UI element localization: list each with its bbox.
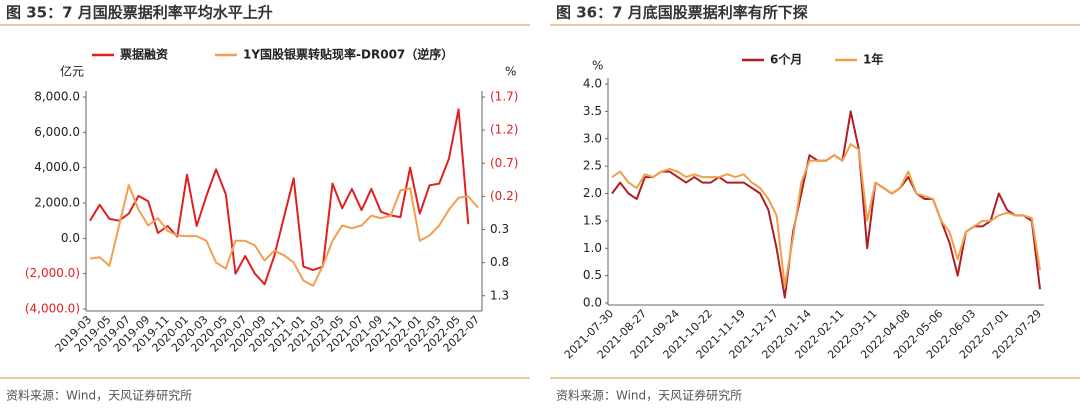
- legend-label: 6个月: [770, 52, 802, 67]
- y2-tick-label: (1.2): [490, 123, 518, 137]
- y2-tick-label: 0.3: [490, 222, 509, 236]
- y-tick-label: (2,000.0): [25, 266, 80, 280]
- source: 资料来源：Wind，天风证券研究所: [6, 388, 192, 403]
- y-tick-label: 2,000.0: [34, 196, 80, 210]
- series-line: [89, 108, 470, 286]
- y2-axis-label: %: [505, 65, 516, 79]
- y-tick-label: 1.0: [583, 241, 602, 255]
- y2-tick-label: (0.7): [490, 156, 518, 170]
- y-axis-label: %: [592, 59, 603, 73]
- y-tick-label: 2.5: [583, 159, 602, 173]
- y-tick-label: 4,000.0: [34, 160, 80, 174]
- y2-tick-label: (0.2): [490, 189, 518, 203]
- legend-label: 票据融资: [120, 47, 168, 62]
- chart-title: 图 35：7 月国股票据利率平均水平上升: [6, 4, 273, 22]
- y-tick-label: (4,000.0): [25, 302, 80, 316]
- y-tick-label: 0.0: [583, 296, 602, 310]
- source: 资料来源：Wind，天风证券研究所: [556, 388, 742, 403]
- y-tick-label: 1.5: [583, 213, 602, 227]
- legend-label: 1Y国股银票转贴现率-DR007（逆序）: [243, 47, 453, 62]
- y-tick-label: 8,000.0: [34, 90, 80, 104]
- y-tick-label: 3.0: [583, 131, 602, 145]
- series-line: [611, 143, 1041, 288]
- y-axis-label: 亿元: [60, 64, 84, 79]
- y-tick-label: 3.5: [583, 104, 602, 118]
- y-tick-label: 0.5: [583, 268, 602, 282]
- y-tick-label: 6,000.0: [34, 125, 80, 139]
- series-line: [89, 184, 479, 287]
- y-tick-label: 4.0: [583, 77, 602, 91]
- y2-tick-label: 1.3: [490, 288, 509, 302]
- y2-tick-label: 0.8: [490, 255, 509, 269]
- y-tick-label: 2.0: [583, 186, 602, 200]
- y-tick-label: 0.0: [61, 231, 80, 245]
- series-line: [611, 110, 1041, 299]
- chart-title: 图 36：7 月底国股票据利率有所下探: [556, 4, 808, 22]
- legend-label: 1年: [863, 52, 883, 67]
- y2-tick-label: (1.7): [490, 90, 518, 104]
